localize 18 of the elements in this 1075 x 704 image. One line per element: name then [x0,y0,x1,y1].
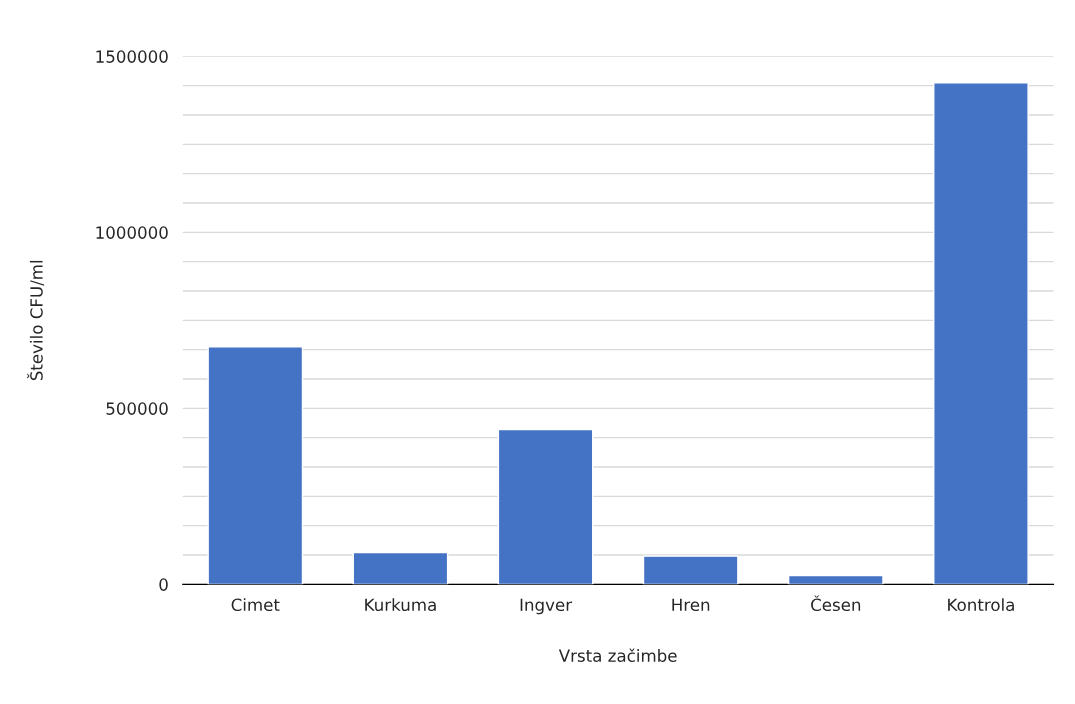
x-tick-label: Hren [672,598,710,612]
bar [207,346,304,585]
bar [933,82,1029,585]
y-axis-title: Število CFU/ml [27,260,45,381]
bar [642,555,739,585]
y-tick-label: 1000000 [96,226,168,239]
bar [497,428,594,585]
y-tick-label: 0 [159,578,168,591]
x-tick-label: Kurkuma [365,598,436,612]
x-axis-title: Vrsta začimbe [558,648,677,662]
bar [787,574,884,585]
y-tick-label: 500000 [106,402,168,415]
x-tick-label: Kontrola [948,598,1014,612]
x-tick-label: Cimet [231,598,280,612]
x-tick-label: Ingver [520,598,573,615]
x-tick-label: Česen [811,595,861,612]
bar [352,551,449,585]
y-tick-label: 1500000 [96,50,168,63]
